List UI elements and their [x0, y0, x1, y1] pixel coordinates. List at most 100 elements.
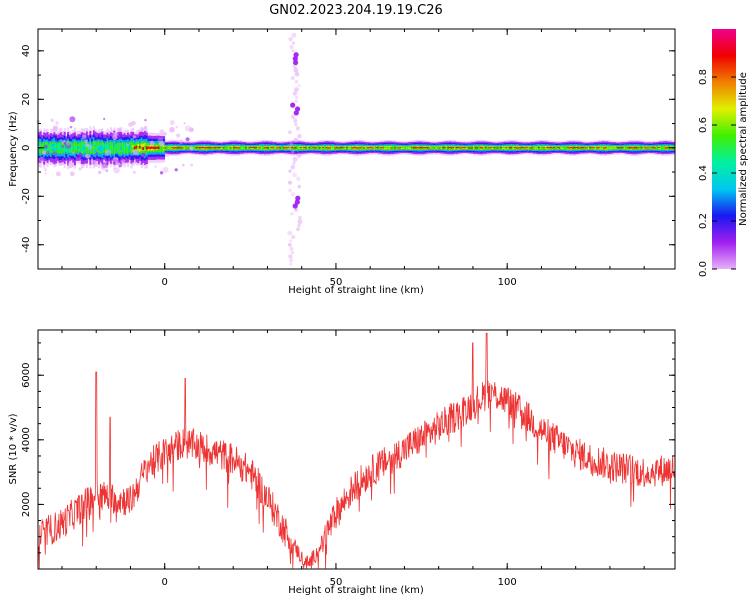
- streak-mark: [290, 165, 296, 170]
- spectrogram-cell: [241, 147, 244, 149]
- y-tick-label: 0: [21, 145, 32, 151]
- spectrogram-cell: [606, 147, 609, 149]
- y-tick-label: 40: [21, 44, 32, 57]
- snr-background: [38, 330, 675, 569]
- spectrogram-cell: [382, 147, 385, 149]
- spectrogram-cell: [430, 147, 433, 149]
- spectrogram-cell: [654, 147, 657, 149]
- spectrogram-cell: [301, 147, 304, 149]
- streak-mark: [289, 239, 293, 243]
- spectrogram-cell: [46, 147, 49, 151]
- spectrogram-cell: [356, 147, 359, 149]
- streak-mark: [297, 134, 302, 139]
- spectrogram-speckle: [132, 149, 139, 156]
- spectrogram-speckle: [159, 171, 164, 175]
- spectrogram-cell: [181, 147, 184, 149]
- spectrogram-cell: [615, 147, 618, 149]
- spectrogram-speckle: [181, 163, 185, 167]
- spectrogram-cell: [228, 147, 231, 149]
- streak-mark: [287, 180, 293, 185]
- snr-frame: [37, 329, 676, 570]
- spectrogram-cell: [409, 147, 412, 149]
- spectrogram-cell: [628, 147, 631, 149]
- spectrogram-speckle: [188, 127, 194, 133]
- spectrogram-cell: [276, 147, 279, 149]
- spectrogram-speckle: [71, 151, 75, 155]
- streak-mark: [292, 91, 298, 96]
- spectrogram-cell: [597, 147, 601, 149]
- streak-mark: [291, 32, 297, 38]
- spectrogram-cell: [421, 147, 424, 149]
- spectrogram-cell: [418, 147, 421, 149]
- spectrogram-cell: [173, 147, 176, 149]
- streak-mark: [293, 137, 299, 143]
- spectrogram-cell: [378, 147, 381, 149]
- spectrogram-cell: [159, 146, 162, 149]
- spectrogram-cell: [529, 147, 532, 149]
- spectrogram-cell: [104, 145, 107, 149]
- colorbar-tick-label: 0.0: [698, 261, 709, 277]
- spectrogram-cell: [310, 147, 313, 149]
- spectrogram-speckle: [87, 144, 93, 150]
- spectrogram-cell: [448, 146, 452, 149]
- streak-mark: [293, 52, 299, 58]
- spectrogram-speckle: [101, 164, 107, 171]
- spectrogram-speckle: [113, 167, 120, 174]
- spectrogram-cell: [325, 147, 328, 149]
- spectrogram-cell: [389, 147, 392, 149]
- spectrogram-cell: [457, 147, 460, 149]
- spectrogram-cell: [659, 147, 662, 149]
- spectrogram-cell: [250, 147, 253, 149]
- spectrogram-cell: [202, 146, 205, 149]
- spectrogram-cell: [79, 145, 82, 152]
- spectrogram-cell: [407, 147, 410, 149]
- snr-ylabel: SNR (10 * v/v): [8, 413, 19, 484]
- spectrogram-cell: [517, 147, 520, 149]
- spectrogram-speckle: [65, 142, 72, 149]
- spectrogram-cell: [366, 147, 369, 149]
- spectrogram-cell: [323, 147, 327, 149]
- spectrogram-cell: [524, 147, 527, 149]
- spectrogram-cell: [305, 147, 308, 149]
- spectrogram-cell: [169, 147, 172, 149]
- x-tick-label: 50: [330, 277, 343, 288]
- spectrogram-marks: [36, 32, 676, 266]
- spectrogram-cell: [589, 147, 592, 149]
- spectrogram-cell: [502, 147, 505, 149]
- spectrogram-cell: [515, 147, 518, 149]
- spectrogram-cell: [347, 147, 351, 149]
- streak-mark: [298, 215, 302, 220]
- spectrogram-cell: [168, 147, 171, 149]
- spectrogram-cell: [419, 146, 422, 149]
- spectrogram-cell: [49, 146, 53, 150]
- spectrogram-cell: [519, 147, 522, 149]
- spectrogram-cell: [627, 147, 630, 149]
- spectrogram-cell: [286, 147, 289, 149]
- spectrogram-cell: [322, 147, 325, 149]
- spectrogram-cell: [243, 147, 246, 149]
- spectrogram-cell: [467, 147, 470, 149]
- spectrogram-speckle: [118, 163, 122, 168]
- streak-mark: [291, 49, 295, 53]
- spectrogram-cell: [573, 146, 577, 149]
- streak-mark: [297, 219, 303, 224]
- spectrogram-cell: [298, 147, 301, 149]
- colorbar-tick-label: 0.2: [698, 213, 709, 229]
- spectrogram-cell: [380, 147, 383, 149]
- streak-mark: [293, 59, 299, 66]
- spectrogram-speckle: [81, 134, 87, 140]
- spectrogram-cell: [508, 147, 512, 149]
- spectrogram-cell: [426, 147, 429, 149]
- spectrogram-cell: [621, 147, 625, 149]
- spectrogram-speckle: [154, 165, 157, 168]
- spectrogram-cell: [61, 145, 65, 149]
- spectrogram-cell: [543, 147, 546, 149]
- streak-mark: [293, 67, 299, 73]
- spectrogram-cell: [570, 146, 573, 149]
- spectrogram-cell: [176, 147, 179, 149]
- streak-mark: [294, 199, 300, 205]
- spectrogram-cell: [84, 147, 87, 151]
- spectrogram-cell: [555, 147, 558, 149]
- spectrogram-speckle: [69, 116, 76, 123]
